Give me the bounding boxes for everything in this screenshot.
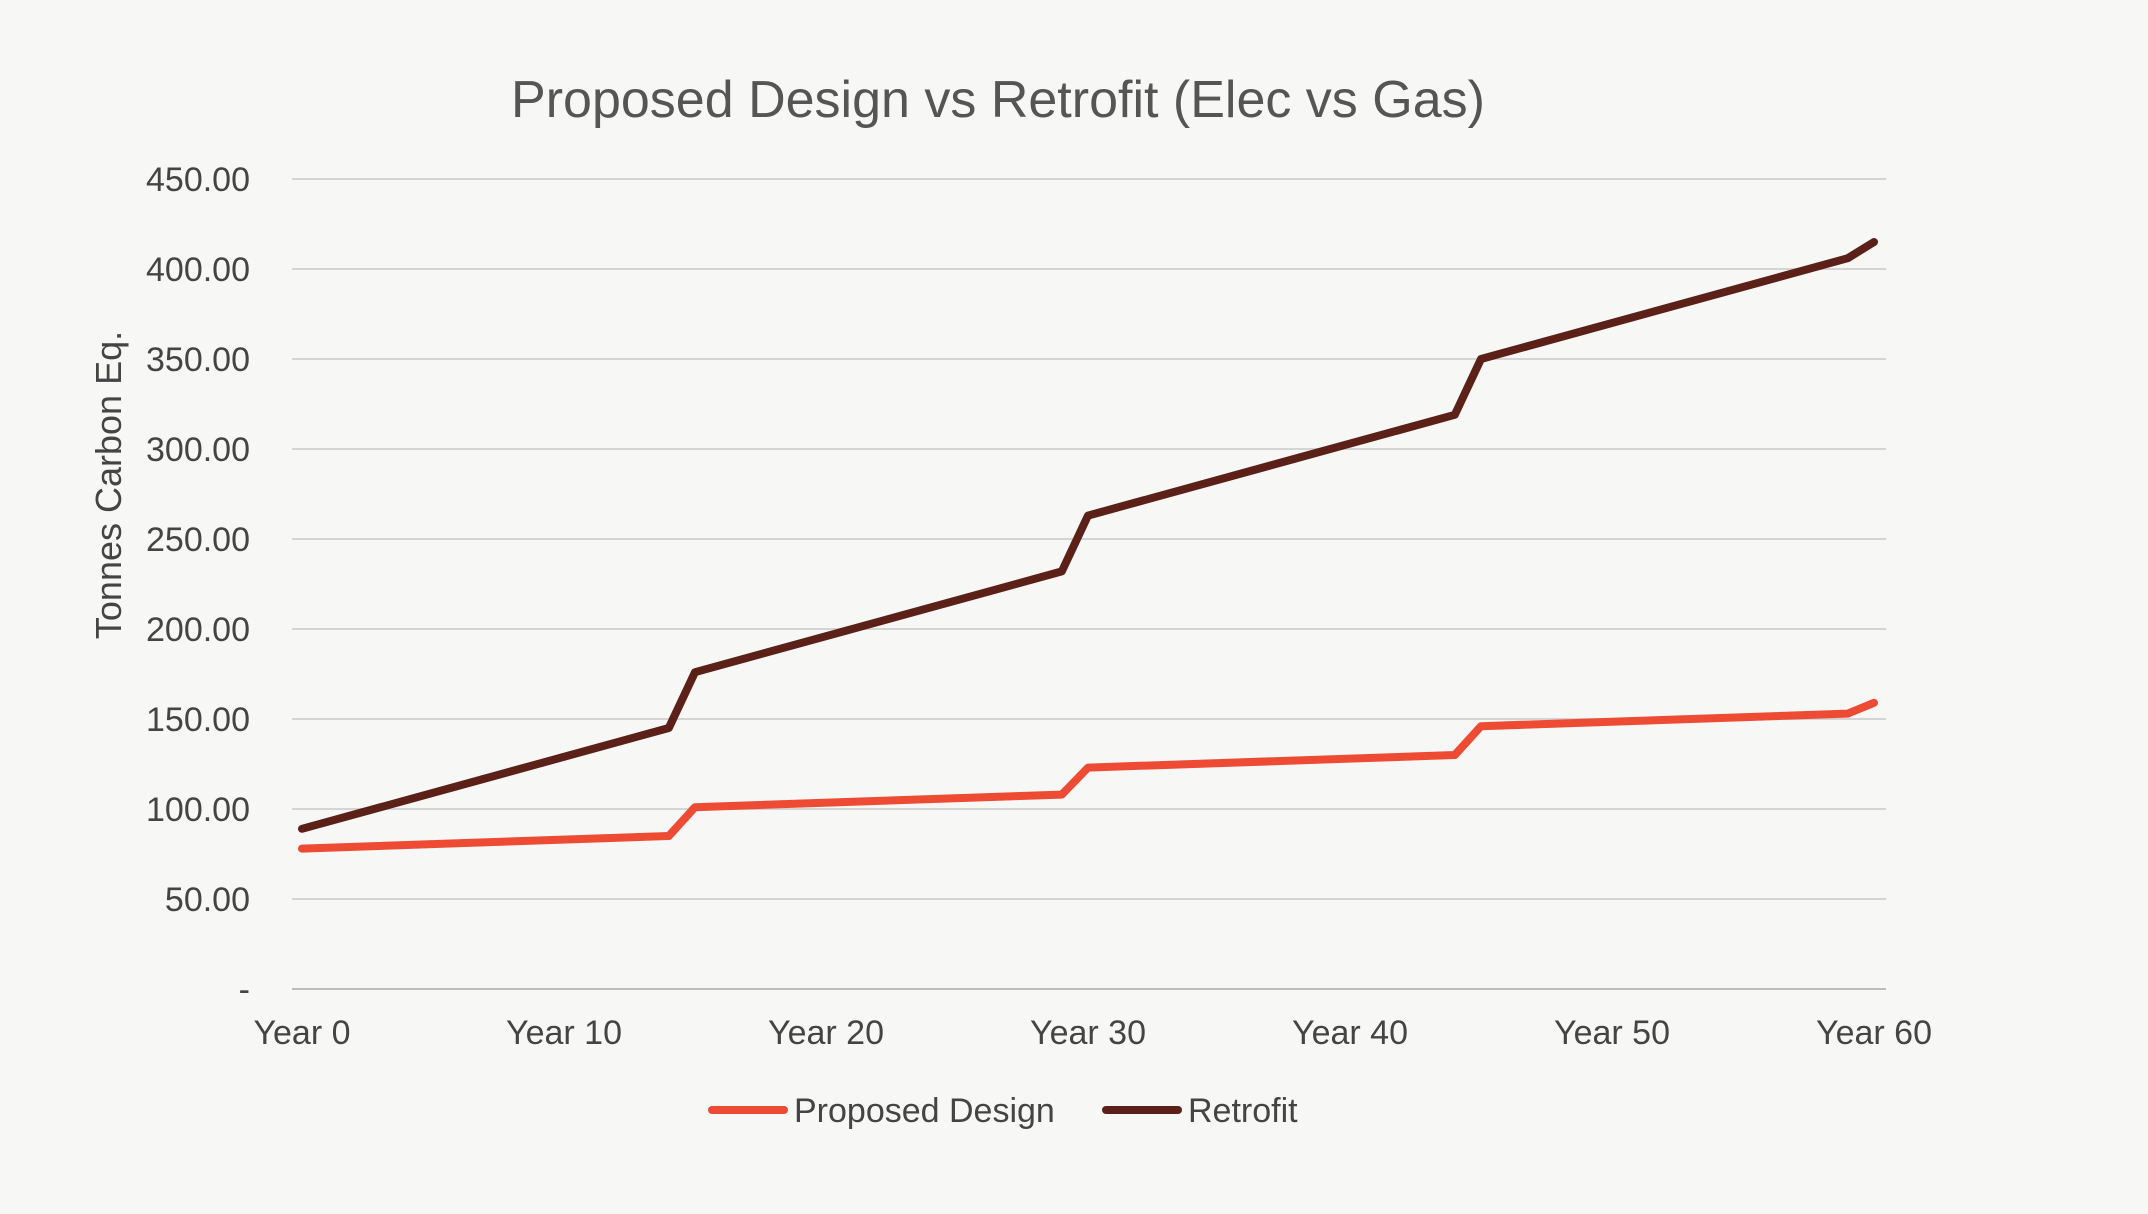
y-tick-label: 200.00 — [146, 611, 250, 649]
y-tick-label: 450.00 — [146, 161, 250, 199]
y-tick-label: 50.00 — [165, 881, 250, 919]
y-tick-label: 250.00 — [146, 521, 250, 559]
legend-label: Proposed Design — [794, 1092, 1055, 1130]
gridlines — [292, 178, 1886, 990]
x-tick-label: Year 50 — [1554, 1014, 1670, 1052]
y-tick-label: 350.00 — [146, 341, 250, 379]
x-tick-label: Year 30 — [1030, 1014, 1146, 1052]
axes: - 50.00 100.00 150.00 200.00 250.00 300.00 350.… — [146, 161, 1932, 1052]
series-lines — [298, 238, 1878, 853]
y-tick-label: - — [239, 971, 250, 1009]
series-line-proposed-design — [298, 698, 1878, 853]
x-tick-label: Year 40 — [1292, 1014, 1408, 1052]
legend-label: Retrofit — [1188, 1092, 1298, 1130]
y-tick-label: 150.00 — [146, 701, 250, 739]
x-tick-label: Year 10 — [506, 1014, 622, 1052]
y-tick-label: 100.00 — [146, 791, 250, 829]
chart-title: Proposed Design vs Retrofit (Elec vs Gas… — [511, 71, 1485, 129]
y-tick-label: 300.00 — [146, 431, 250, 469]
y-tick-label: 400.00 — [146, 251, 250, 289]
y-axis-title: Tonnes Carbon Eq. — [88, 331, 129, 639]
series-line-retrofit — [298, 238, 1878, 833]
x-tick-label: Year 60 — [1816, 1014, 1932, 1052]
x-tick-label: Year 0 — [253, 1014, 350, 1052]
legend: Proposed Design Retrofit — [708, 1092, 1298, 1130]
x-tick-label: Year 20 — [768, 1014, 884, 1052]
